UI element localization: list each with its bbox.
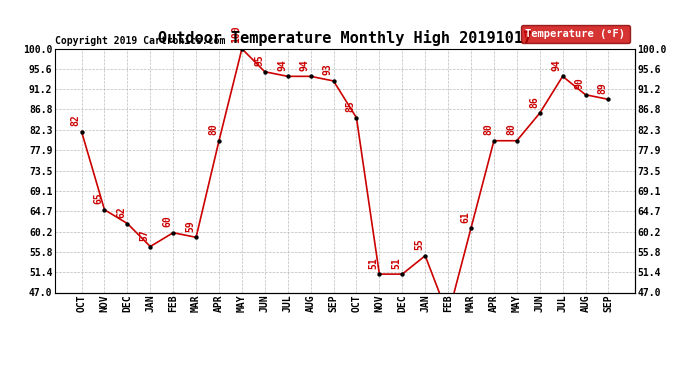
Point xyxy=(466,225,477,231)
Point xyxy=(557,74,568,80)
Point xyxy=(145,243,156,249)
Text: 95: 95 xyxy=(254,54,264,66)
Point xyxy=(305,74,316,80)
Point xyxy=(213,138,224,144)
Text: 61: 61 xyxy=(460,211,471,223)
Legend: Temperature (°F): Temperature (°F) xyxy=(521,25,629,43)
Point xyxy=(237,46,248,52)
Text: 94: 94 xyxy=(300,59,310,71)
Text: 100: 100 xyxy=(231,26,241,43)
Point xyxy=(603,96,614,102)
Text: 93: 93 xyxy=(323,64,333,75)
Text: 62: 62 xyxy=(117,206,127,218)
Point xyxy=(489,138,500,144)
Point xyxy=(374,271,385,277)
Text: 80: 80 xyxy=(483,123,493,135)
Text: 51: 51 xyxy=(391,257,402,268)
Text: 42: 42 xyxy=(0,374,1,375)
Point xyxy=(420,253,431,259)
Point xyxy=(99,207,110,213)
Text: 59: 59 xyxy=(186,220,195,232)
Text: 90: 90 xyxy=(575,78,585,89)
Point xyxy=(328,78,339,84)
Point xyxy=(122,220,133,226)
Point xyxy=(534,110,545,116)
Point xyxy=(397,271,408,277)
Point xyxy=(259,69,270,75)
Text: 57: 57 xyxy=(139,229,150,241)
Text: 85: 85 xyxy=(346,100,356,112)
Text: 94: 94 xyxy=(277,59,287,71)
Text: 94: 94 xyxy=(552,59,562,71)
Point xyxy=(442,312,453,318)
Point xyxy=(76,129,87,135)
Text: 60: 60 xyxy=(162,216,172,227)
Text: 80: 80 xyxy=(208,123,218,135)
Title: Outdoor Temperature Monthly High 20191017: Outdoor Temperature Monthly High 2019101… xyxy=(158,30,532,46)
Point xyxy=(168,230,179,236)
Point xyxy=(282,74,293,80)
Text: 55: 55 xyxy=(415,238,424,250)
Text: 51: 51 xyxy=(368,257,379,268)
Text: 80: 80 xyxy=(506,123,516,135)
Point xyxy=(580,92,591,98)
Point xyxy=(190,234,201,240)
Text: 86: 86 xyxy=(529,96,539,108)
Text: 89: 89 xyxy=(598,82,608,94)
Text: Copyright 2019 Cartronics.com: Copyright 2019 Cartronics.com xyxy=(55,36,226,46)
Text: 65: 65 xyxy=(94,192,104,204)
Point xyxy=(511,138,522,144)
Text: 82: 82 xyxy=(71,114,81,126)
Point xyxy=(351,115,362,121)
